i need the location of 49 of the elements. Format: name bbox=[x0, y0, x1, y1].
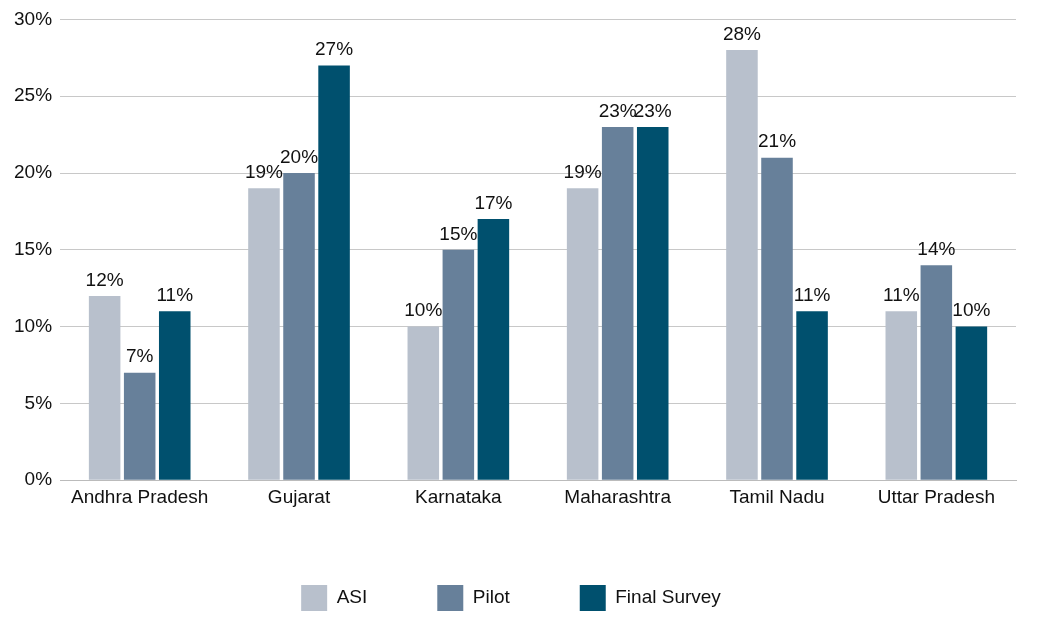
bar bbox=[318, 65, 350, 480]
bar bbox=[123, 372, 156, 480]
y-tick-label: 5% bbox=[24, 391, 53, 413]
bar bbox=[796, 311, 828, 480]
data-label: 10% bbox=[952, 299, 991, 321]
legend-label: Final Survey bbox=[615, 586, 722, 608]
bar bbox=[726, 50, 758, 480]
y-tick-label: 0% bbox=[24, 468, 53, 490]
data-label: 12% bbox=[85, 268, 124, 290]
bar bbox=[955, 326, 988, 480]
bar bbox=[88, 295, 121, 480]
x-tick-label: Gujarat bbox=[267, 485, 331, 507]
bar bbox=[566, 188, 599, 480]
data-label: 28% bbox=[722, 22, 762, 44]
y-tick-label: 30% bbox=[14, 7, 53, 29]
bar bbox=[477, 219, 510, 480]
x-tick-label: Uttar Pradesh bbox=[877, 485, 995, 507]
bar bbox=[158, 311, 191, 480]
x-tick-label: Maharashtra bbox=[564, 485, 672, 507]
data-label: 20% bbox=[280, 145, 319, 167]
data-label: 21% bbox=[757, 130, 797, 152]
data-label: 11% bbox=[156, 283, 194, 305]
y-tick-label: 25% bbox=[14, 84, 53, 106]
y-tick-label: 10% bbox=[14, 314, 53, 336]
y-tick-label: 20% bbox=[14, 161, 53, 183]
x-tick-label: Karnataka bbox=[415, 485, 503, 507]
bar bbox=[761, 157, 793, 480]
bar bbox=[283, 173, 315, 480]
bar bbox=[636, 126, 669, 480]
data-label: 11% bbox=[793, 283, 831, 305]
bar bbox=[885, 311, 918, 480]
data-label: 19% bbox=[563, 161, 602, 183]
data-label: 15% bbox=[439, 222, 478, 244]
bar bbox=[442, 249, 475, 480]
bar bbox=[248, 188, 280, 480]
data-label: 27% bbox=[315, 38, 354, 60]
data-label: 10% bbox=[404, 299, 443, 321]
data-label: 17% bbox=[474, 191, 513, 213]
y-tick-label: 15% bbox=[14, 238, 53, 260]
bar bbox=[601, 126, 634, 480]
data-label: 11% bbox=[882, 283, 920, 305]
x-tick-label: Tamil Nadu bbox=[729, 485, 825, 507]
data-label: 14% bbox=[917, 237, 956, 259]
bar bbox=[407, 326, 440, 480]
data-label: 7% bbox=[125, 345, 154, 367]
legend-label: Pilot bbox=[472, 586, 511, 608]
x-tick-label: Andhra Pradesh bbox=[71, 485, 209, 507]
bar bbox=[920, 265, 953, 480]
legend-label: ASI bbox=[336, 586, 368, 608]
